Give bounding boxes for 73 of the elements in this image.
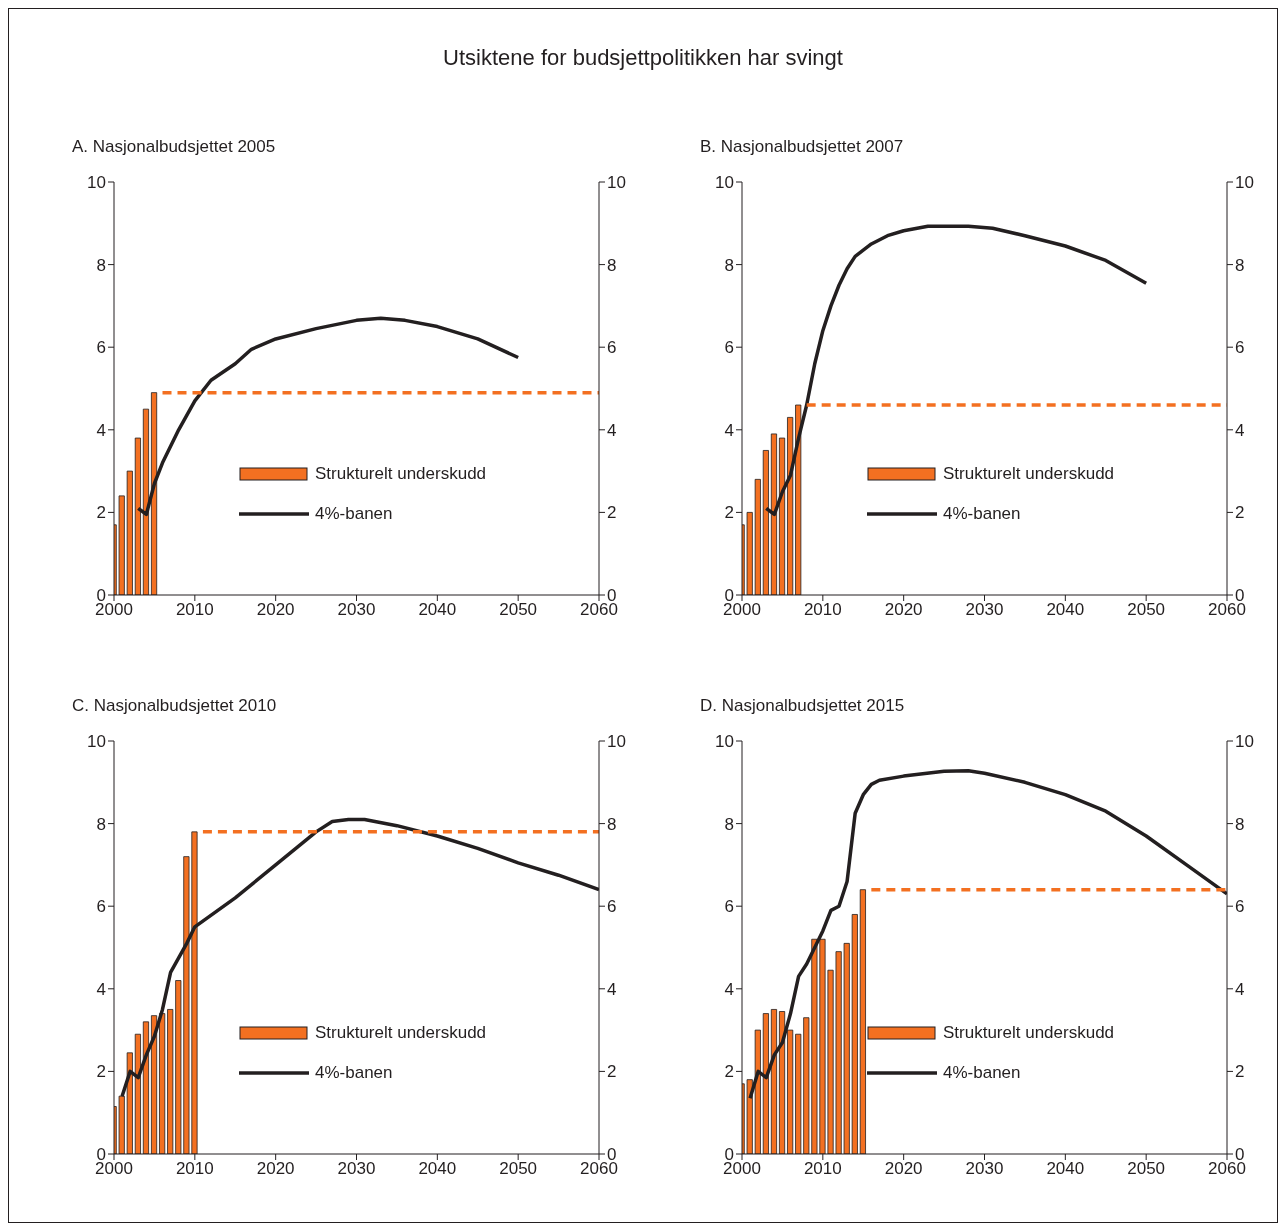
y2-tick-label: 2 bbox=[607, 1062, 617, 1082]
legend-label: 4%-banen bbox=[943, 504, 1021, 524]
y2-tick-label: 8 bbox=[1235, 814, 1245, 834]
x-tick-label: 2040 bbox=[418, 600, 457, 620]
x-tick-label: 2020 bbox=[256, 1159, 295, 1179]
y2-tick-label: 4 bbox=[1235, 979, 1245, 999]
x-tick-label: 2050 bbox=[499, 1159, 538, 1179]
y-tick-label: 4 bbox=[96, 979, 106, 999]
legend-label: Strukturelt underskudd bbox=[315, 1023, 487, 1043]
y-tick-label: 8 bbox=[96, 255, 106, 275]
y-tick-label: 2 bbox=[724, 1062, 734, 1082]
x-tick-label: 2030 bbox=[337, 600, 376, 620]
y2-tick-label: 6 bbox=[607, 897, 617, 917]
x-tick-label: 2010 bbox=[175, 600, 214, 620]
y2-tick-label: 4 bbox=[1235, 420, 1245, 440]
y-tick-label: 8 bbox=[96, 814, 106, 834]
y-tick-label: 6 bbox=[96, 897, 106, 917]
y-tick-label: 4 bbox=[724, 420, 734, 440]
legend-label: Strukturelt underskudd bbox=[943, 464, 1115, 484]
y2-tick-label: 8 bbox=[1235, 255, 1245, 275]
chart-subtitle: B. Nasjonalbudsjettet 2007 bbox=[700, 137, 904, 157]
y-tick-label: 10 bbox=[715, 173, 734, 193]
y2-tick-label: 2 bbox=[607, 503, 617, 523]
y-tick-label: 10 bbox=[87, 732, 106, 752]
y-tick-label: 6 bbox=[724, 338, 734, 358]
chart-subtitle: D. Nasjonalbudsjettet 2015 bbox=[700, 696, 905, 716]
y-tick-label: 4 bbox=[724, 979, 734, 999]
legend-label: Strukturelt underskudd bbox=[943, 1023, 1115, 1043]
y2-tick-label: 4 bbox=[607, 420, 617, 440]
y2-tick-label: 10 bbox=[607, 732, 626, 752]
y2-tick-label: 10 bbox=[1235, 173, 1254, 193]
x-tick-label: 2020 bbox=[884, 1159, 923, 1179]
legend-label: Strukturelt underskudd bbox=[315, 464, 487, 484]
x-tick-label: 2020 bbox=[256, 600, 295, 620]
chart-subtitle: C. Nasjonalbudsjettet 2010 bbox=[72, 696, 277, 716]
y-tick-label: 6 bbox=[96, 338, 106, 358]
text: Utsiktene for budsjettpolitikken har svingt bbox=[442, 45, 844, 71]
y2-tick-label: 6 bbox=[607, 338, 617, 358]
y2-tick-label: 2 bbox=[1235, 1062, 1245, 1082]
x-tick-label: 2050 bbox=[1127, 600, 1166, 620]
y2-tick-label: 10 bbox=[1235, 732, 1254, 752]
y2-tick-label: 8 bbox=[607, 255, 617, 275]
y-tick-label: 2 bbox=[96, 1062, 106, 1082]
y2-tick-label: 8 bbox=[607, 814, 617, 834]
y-tick-label: 4 bbox=[96, 420, 106, 440]
x-tick-label: 2030 bbox=[965, 600, 1004, 620]
y2-tick-label: 10 bbox=[607, 173, 626, 193]
x-tick-label: 2030 bbox=[337, 1159, 376, 1179]
y-tick-label: 8 bbox=[724, 814, 734, 834]
x-tick-label: 2050 bbox=[1127, 1159, 1166, 1179]
y-tick-label: 10 bbox=[715, 732, 734, 752]
y2-tick-label: 2 bbox=[1235, 503, 1245, 523]
x-tick-label: 2040 bbox=[1046, 600, 1085, 620]
y-tick-label: 10 bbox=[87, 173, 106, 193]
x-tick-label: 2030 bbox=[965, 1159, 1004, 1179]
legend-label: 4%-banen bbox=[315, 1063, 393, 1083]
x-tick-label: 2010 bbox=[175, 1159, 214, 1179]
y2-tick-label: 6 bbox=[1235, 338, 1245, 358]
y-tick-label: 2 bbox=[96, 503, 106, 523]
y2-tick-label: 4 bbox=[607, 979, 617, 999]
chart-subtitle: A. Nasjonalbudsjettet 2005 bbox=[72, 137, 276, 157]
x-tick-label: 2040 bbox=[1046, 1159, 1085, 1179]
y-tick-label: 8 bbox=[724, 255, 734, 275]
x-tick-label: 2050 bbox=[499, 600, 538, 620]
legend-label: 4%-banen bbox=[315, 504, 393, 524]
legend-label: 4%-banen bbox=[943, 1063, 1021, 1083]
y-tick-label: 6 bbox=[724, 897, 734, 917]
y2-tick-label: 6 bbox=[1235, 897, 1245, 917]
x-tick-label: 2010 bbox=[803, 600, 842, 620]
y-tick-label: 2 bbox=[724, 503, 734, 523]
x-tick-label: 2020 bbox=[884, 600, 923, 620]
x-tick-label: 2040 bbox=[418, 1159, 457, 1179]
x-tick-label: 2010 bbox=[803, 1159, 842, 1179]
